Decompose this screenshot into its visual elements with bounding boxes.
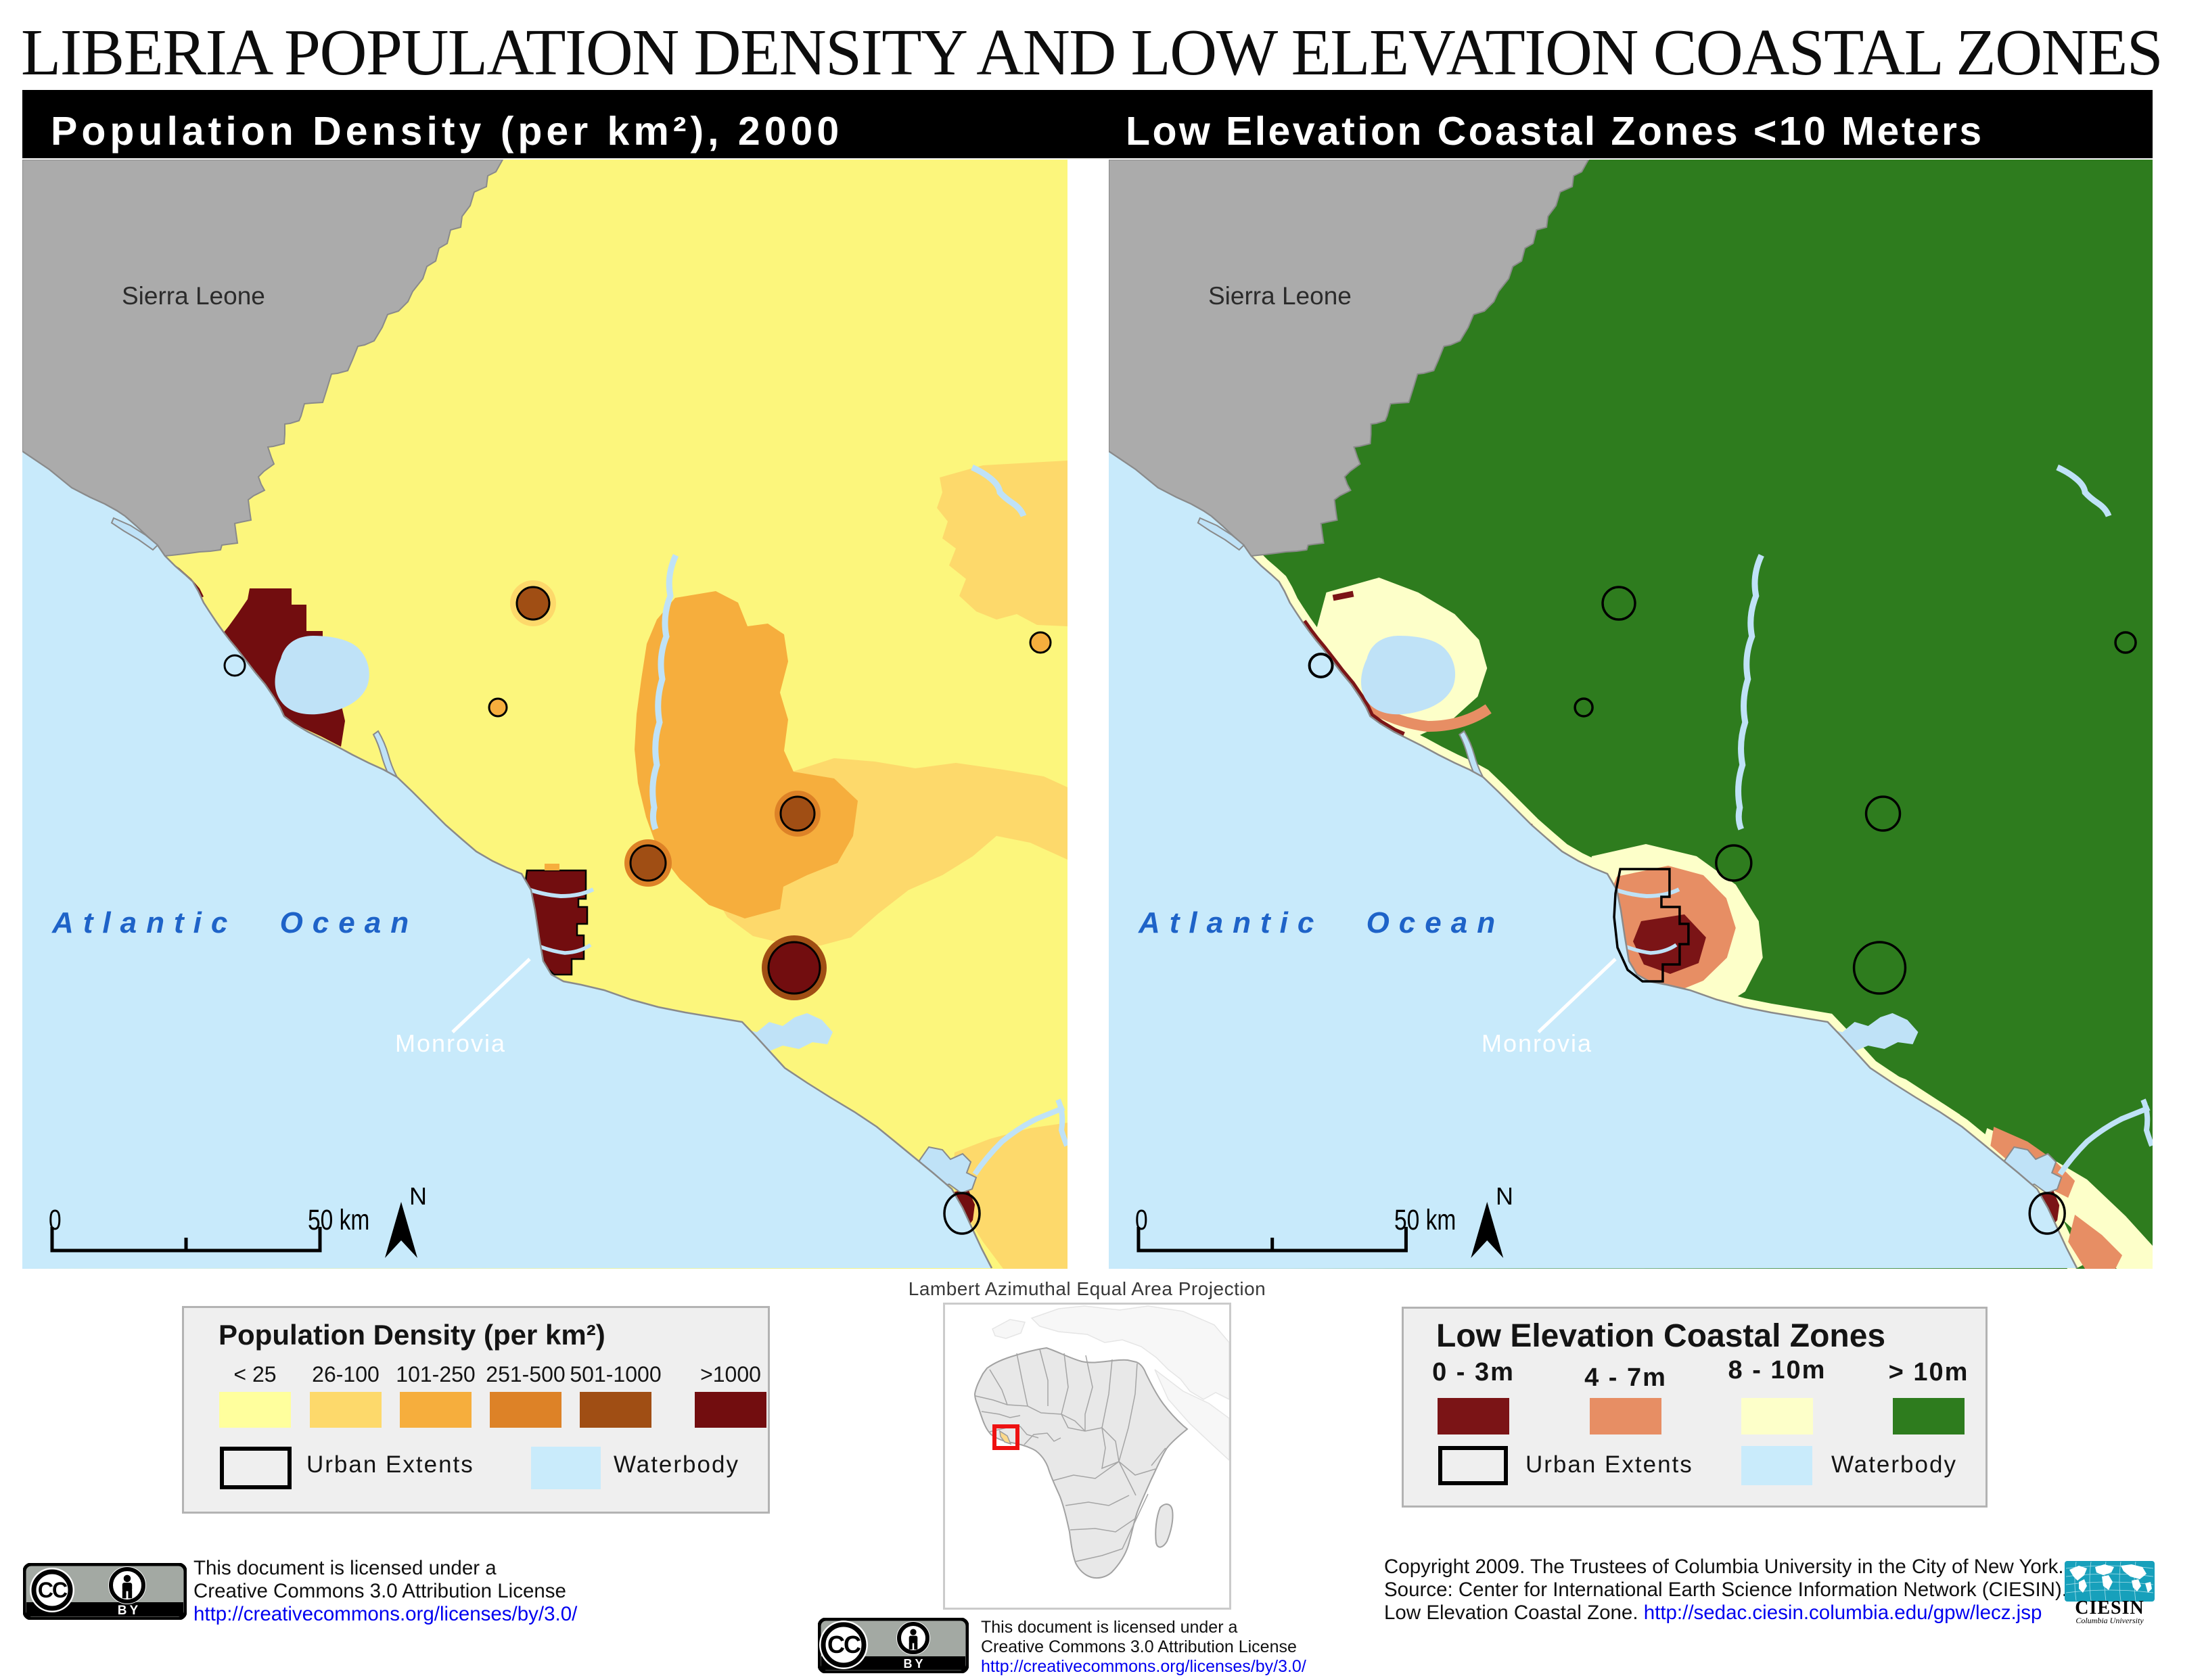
svg-text:BY: BY — [118, 1604, 141, 1618]
svg-text:CC: CC — [827, 1631, 861, 1658]
svg-text:CC: CC — [38, 1578, 68, 1602]
svg-text:BY: BY — [903, 1657, 925, 1671]
